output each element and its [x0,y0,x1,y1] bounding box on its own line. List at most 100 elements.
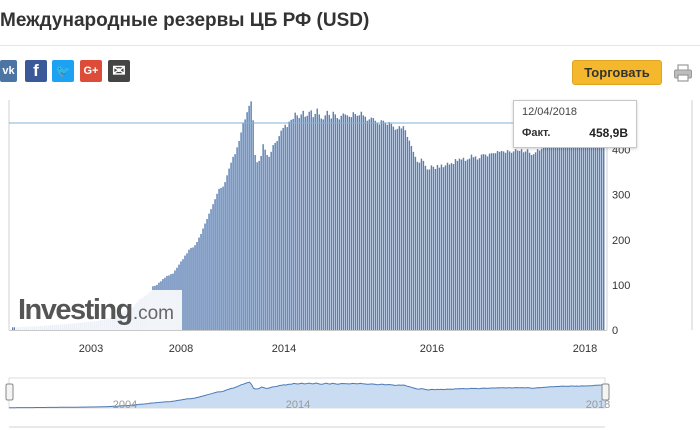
bar[interactable] [466,159,469,330]
bar[interactable] [540,148,543,330]
bar[interactable] [484,154,487,330]
bar[interactable] [342,113,344,330]
bar[interactable] [192,247,194,330]
bar[interactable] [248,105,250,330]
bar[interactable] [206,219,208,330]
facebook-share-button[interactable]: f [25,60,47,82]
bar[interactable] [214,199,216,330]
bar[interactable] [12,327,14,330]
bar[interactable] [212,204,214,330]
bar[interactable] [500,150,503,330]
bar[interactable] [496,150,499,330]
bar[interactable] [210,209,212,330]
bar[interactable] [400,128,403,330]
bar[interactable] [362,115,365,330]
bar[interactable] [394,129,397,330]
printer-icon[interactable] [673,63,693,83]
bar[interactable] [274,142,276,330]
bar[interactable] [512,151,515,330]
bar[interactable] [246,112,248,331]
bar[interactable] [322,119,324,330]
bar[interactable] [468,158,471,330]
bar[interactable] [232,156,234,330]
chart-area[interactable]: 0 100 200 300 400 2003 2008 2014 2016 2018 2004 2… [0,98,700,428]
bar[interactable] [360,111,363,330]
bar[interactable] [454,159,457,330]
bar[interactable] [538,150,541,330]
bar[interactable] [460,159,463,330]
bar[interactable] [380,120,383,330]
bar[interactable] [204,223,206,330]
bar[interactable] [498,151,501,330]
bar[interactable] [314,113,316,330]
bar[interactable] [240,132,242,330]
bar[interactable] [186,253,188,330]
bar[interactable] [574,135,577,330]
bar[interactable] [308,111,310,330]
bar[interactable] [284,124,286,330]
bar[interactable] [542,146,545,330]
bar[interactable] [504,152,507,330]
bar[interactable] [194,245,196,330]
bar[interactable] [286,127,288,330]
bar[interactable] [268,156,270,330]
bar[interactable] [492,153,495,330]
bar[interactable] [562,138,565,330]
bar[interactable] [444,165,447,330]
twitter-share-button[interactable]: 🐦 [52,60,74,82]
bar[interactable] [356,115,359,330]
bar[interactable] [526,149,529,330]
bar[interactable] [490,153,493,330]
bar[interactable] [422,160,425,330]
google-plus-share-button[interactable]: G+ [80,60,102,82]
bar[interactable] [480,154,483,330]
bar[interactable] [366,120,369,330]
bar[interactable] [564,136,567,330]
bar[interactable] [190,247,192,330]
bar[interactable] [266,155,268,330]
bar[interactable] [280,130,282,330]
bar[interactable] [440,164,443,330]
bar[interactable] [188,249,190,330]
bar[interactable] [412,151,415,330]
bar[interactable] [386,124,389,330]
bar[interactable] [226,175,228,330]
bar[interactable] [474,156,477,330]
bar[interactable] [390,123,393,331]
bar[interactable] [558,137,561,330]
bar[interactable] [536,149,539,330]
bar[interactable] [452,164,455,330]
bar[interactable] [350,117,353,330]
bar[interactable] [242,123,244,330]
bar[interactable] [302,110,304,330]
bar[interactable] [590,132,593,330]
bar[interactable] [554,140,557,330]
bar[interactable] [354,113,357,330]
bar[interactable] [292,118,294,330]
vk-share-button[interactable]: vk [0,60,17,82]
bar[interactable] [596,127,599,330]
navigator-right-handle[interactable] [601,383,610,401]
bar[interactable] [456,160,459,330]
bar[interactable] [398,126,401,330]
bar[interactable] [476,159,479,330]
bar[interactable] [330,118,332,331]
bar[interactable] [224,182,226,330]
bar[interactable] [296,115,298,330]
bar[interactable] [364,116,367,330]
bar[interactable] [184,255,186,330]
bar[interactable] [324,115,326,330]
bar[interactable] [416,161,419,330]
bar[interactable] [336,118,338,330]
bar[interactable] [396,128,399,330]
bar[interactable] [603,123,605,330]
bar[interactable] [208,213,210,330]
bar[interactable] [530,155,533,330]
bar[interactable] [372,118,375,330]
bar[interactable] [522,152,525,330]
bar[interactable] [594,127,597,331]
bar[interactable] [532,154,535,330]
bar[interactable] [312,117,314,330]
trade-button[interactable]: Торговать [572,60,662,85]
bar[interactable] [258,160,260,330]
